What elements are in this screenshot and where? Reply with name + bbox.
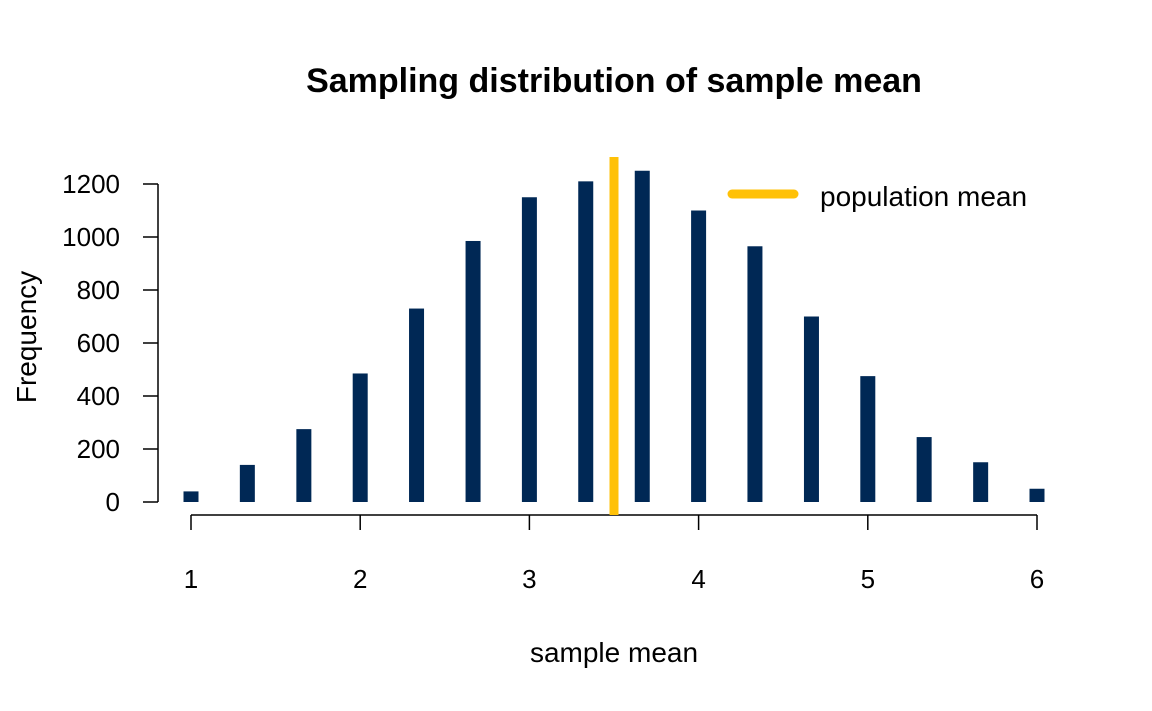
histogram-bar xyxy=(973,462,989,502)
y-tick-label: 800 xyxy=(77,275,120,305)
y-axis-label: Frequency xyxy=(11,271,42,403)
y-tick-label: 400 xyxy=(77,381,120,411)
histogram-bar xyxy=(803,316,819,502)
histogram-bars xyxy=(183,170,1045,502)
histogram-bar xyxy=(183,491,199,502)
histogram-bar xyxy=(465,240,481,502)
x-tick-label: 3 xyxy=(522,564,536,594)
y-tick-label: 0 xyxy=(106,487,120,517)
x-tick-label: 4 xyxy=(691,564,705,594)
histogram-bar xyxy=(352,373,368,502)
x-tick-label: 5 xyxy=(861,564,875,594)
y-tick-label: 600 xyxy=(77,328,120,358)
histogram-bar xyxy=(916,437,932,502)
histogram-bar xyxy=(296,429,312,502)
histogram-bar xyxy=(860,376,876,502)
histogram-bar xyxy=(691,210,707,502)
histogram-bar xyxy=(409,308,425,502)
histogram-bar xyxy=(521,197,537,502)
y-axis: 0 200 400 600 800 1000 1200 xyxy=(62,169,159,517)
x-tick-label: 2 xyxy=(353,564,367,594)
x-tick-label: 1 xyxy=(184,564,198,594)
y-tick-label: 200 xyxy=(77,434,120,464)
histogram-bar xyxy=(578,181,594,502)
histogram-bar xyxy=(1029,488,1045,502)
chart-title: Sampling distribution of sample mean xyxy=(306,62,922,100)
histogram-bar xyxy=(634,170,650,502)
histogram-bar xyxy=(239,464,255,502)
legend: population mean xyxy=(727,181,1027,212)
y-tick-label: 1200 xyxy=(62,169,120,199)
x-axis-label: sample mean xyxy=(530,637,698,668)
x-tick-label: 6 xyxy=(1030,564,1044,594)
x-axis: 1 2 3 4 5 6 xyxy=(184,514,1044,594)
histogram-bar xyxy=(747,246,763,502)
legend-label-population-mean: population mean xyxy=(820,181,1027,212)
y-tick-label: 1000 xyxy=(62,222,120,252)
